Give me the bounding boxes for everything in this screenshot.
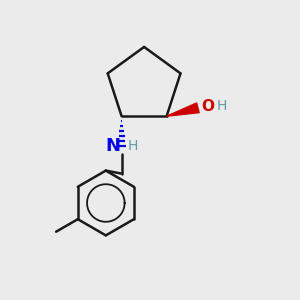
Text: H: H — [216, 99, 226, 113]
Text: N: N — [106, 137, 121, 155]
Text: H: H — [128, 139, 139, 153]
Text: O: O — [201, 99, 214, 114]
Polygon shape — [167, 103, 199, 116]
